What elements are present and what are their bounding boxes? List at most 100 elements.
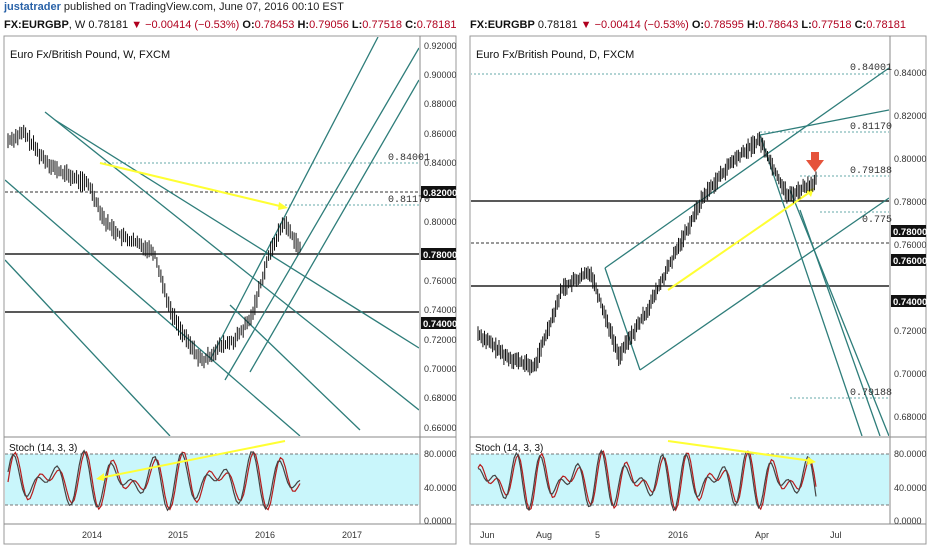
time-tick: Jun [480, 530, 495, 540]
close-value: 0.78181 [866, 19, 906, 31]
daily-time-axis[interactable]: Jun Aug 5 2016 Apr Jul [480, 530, 842, 540]
open-value: 0.78595 [704, 19, 744, 31]
channel-upper [604, 67, 889, 269]
price-tick: 0.76000 [894, 240, 927, 250]
channel-lower [639, 197, 889, 371]
stoch-divergence-right [667, 440, 813, 462]
close-value: 0.78181 [416, 19, 457, 31]
stoch-tick: 0.0000 [424, 516, 452, 526]
time-tick: 2016 [255, 530, 275, 540]
time-tick: Apr [755, 530, 769, 540]
price-change: ▼ −0.00414 (−0.53%) [580, 19, 689, 31]
daily-chart-frame [469, 35, 927, 545]
price-tick: 0.72000 [894, 326, 927, 336]
time-tick: 2015 [168, 530, 188, 540]
fork-down [759, 134, 863, 436]
high-value: 0.79056 [309, 19, 349, 31]
publication-header: justatrader published on TradingView.com… [0, 0, 932, 14]
price-badge: 0.76000 [893, 256, 927, 267]
symbol-info-right: FX:EURGBP 0.78181 ▼ −0.00414 (−0.53%) O:… [470, 19, 906, 31]
weekly-stoch-k [7, 449, 301, 512]
price-badge: 0.74000 [423, 319, 457, 330]
price-tick: 0.80000 [424, 217, 457, 227]
weekly-drawings [5, 37, 419, 436]
high-value: 0.78643 [758, 19, 799, 31]
price-badge: 0.78000 [423, 250, 457, 261]
daily-chart-title: Euro Fx/British Pound, D, FXCM [476, 49, 634, 61]
trend-arrow [667, 191, 811, 291]
weekly-stoch-label: Stoch (14, 3, 3) [9, 443, 77, 454]
time-tick: 2014 [82, 530, 102, 540]
price-tick: 0.78000 [894, 197, 927, 207]
fib-label: 0.84001 [388, 153, 430, 164]
stoch-tick: 40.0000 [894, 483, 927, 493]
weekly-chart-title: Euro Fx/British Pound, W, FXCM [10, 49, 170, 61]
stoch-tick: 80.0000 [894, 449, 927, 459]
daily-candles [477, 131, 817, 376]
divergence-arrow [99, 162, 285, 208]
fib-label: 0.79188 [850, 166, 892, 177]
fib-label: 0.81170 [388, 195, 430, 206]
low-value: 0.77518 [811, 19, 852, 31]
price-tick: 0.70000 [424, 364, 457, 374]
pitchfork-median-up [224, 47, 419, 381]
daily-price-badges: 0.78000 0.76000 0.74000 [891, 225, 927, 308]
fib-label: 0.775 [862, 215, 892, 226]
price-tick: 0.82000 [894, 111, 927, 121]
price-tick: 0.72000 [424, 335, 457, 345]
stoch-tick: 40.0000 [424, 483, 457, 493]
time-tick: Aug [536, 530, 552, 540]
symbol: FX:EURGBP [470, 19, 535, 31]
symbol-info-left: FX:EURGBP, W 0.78181 ▼ −0.00414 (−0.53%)… [4, 19, 457, 31]
weekly-chart-frame [3, 35, 457, 545]
price-tick: 0.66000 [424, 423, 457, 433]
price-tick: 0.74000 [424, 305, 457, 315]
last-price: 0.78181 [88, 19, 129, 31]
price-badge: 0.74000 [893, 297, 927, 308]
time-tick: 5 [595, 530, 600, 540]
time-tick: Jul [830, 530, 842, 540]
price-tick: 0.84000 [424, 158, 457, 168]
last-price: 0.78181 [537, 19, 578, 31]
stoch-divergence-left [99, 440, 286, 479]
weekly-time-axis[interactable]: 2014 2015 2016 2017 [82, 530, 362, 540]
price-tick: 0.90000 [424, 70, 457, 80]
price-badge: 0.82000 [423, 188, 457, 199]
low-value: 0.77518 [362, 19, 403, 31]
weekly-price-axis[interactable]: 0.92000 0.90000 0.88000 0.86000 0.84000 … [424, 41, 457, 433]
time-tick: 2017 [342, 530, 362, 540]
price-tick: 0.80000 [894, 154, 927, 164]
stoch-tick: 80.0000 [424, 449, 457, 459]
published-text: published on TradingView.com, June 07, 2… [63, 1, 344, 13]
interval: W [74, 19, 86, 31]
daily-stoch-label: Stoch (14, 3, 3) [475, 443, 543, 454]
pitchfork-median-down [44, 111, 419, 411]
fib-label: 0.81170 [850, 122, 892, 133]
time-tick: 2016 [668, 530, 688, 540]
daily-stoch-d [477, 450, 817, 512]
symbol: FX:EURGBP [4, 19, 69, 31]
price-tick: 0.88000 [424, 99, 457, 109]
open-value: 0.78453 [254, 19, 295, 31]
fib-label: 0.84001 [850, 63, 892, 74]
price-tick: 0.76000 [424, 276, 457, 286]
daily-drawings [471, 67, 889, 436]
stoch-tick: 0.0000 [894, 516, 922, 526]
price-badge: 0.78000 [893, 227, 927, 238]
weekly-stoch-d [7, 450, 301, 511]
author-name[interactable]: justatrader [4, 1, 61, 13]
price-tick: 0.70000 [894, 369, 927, 379]
fib-label: 0.79188 [850, 388, 892, 399]
price-tick: 0.68000 [424, 393, 457, 403]
weekly-stoch-band [5, 454, 419, 505]
price-tick: 0.92000 [424, 41, 457, 51]
price-tick: 0.84000 [894, 68, 927, 78]
price-tick: 0.86000 [424, 129, 457, 139]
price-tick: 0.68000 [894, 412, 927, 422]
weekly-candles [7, 124, 301, 369]
daily-price-axis[interactable]: 0.84000 0.82000 0.80000 0.78000 0.76000 … [894, 68, 927, 422]
price-change: ▼ −0.00414 (−0.53%) [131, 19, 240, 31]
daily-stoch-k [477, 449, 817, 512]
down-arrow-marker [811, 152, 819, 160]
